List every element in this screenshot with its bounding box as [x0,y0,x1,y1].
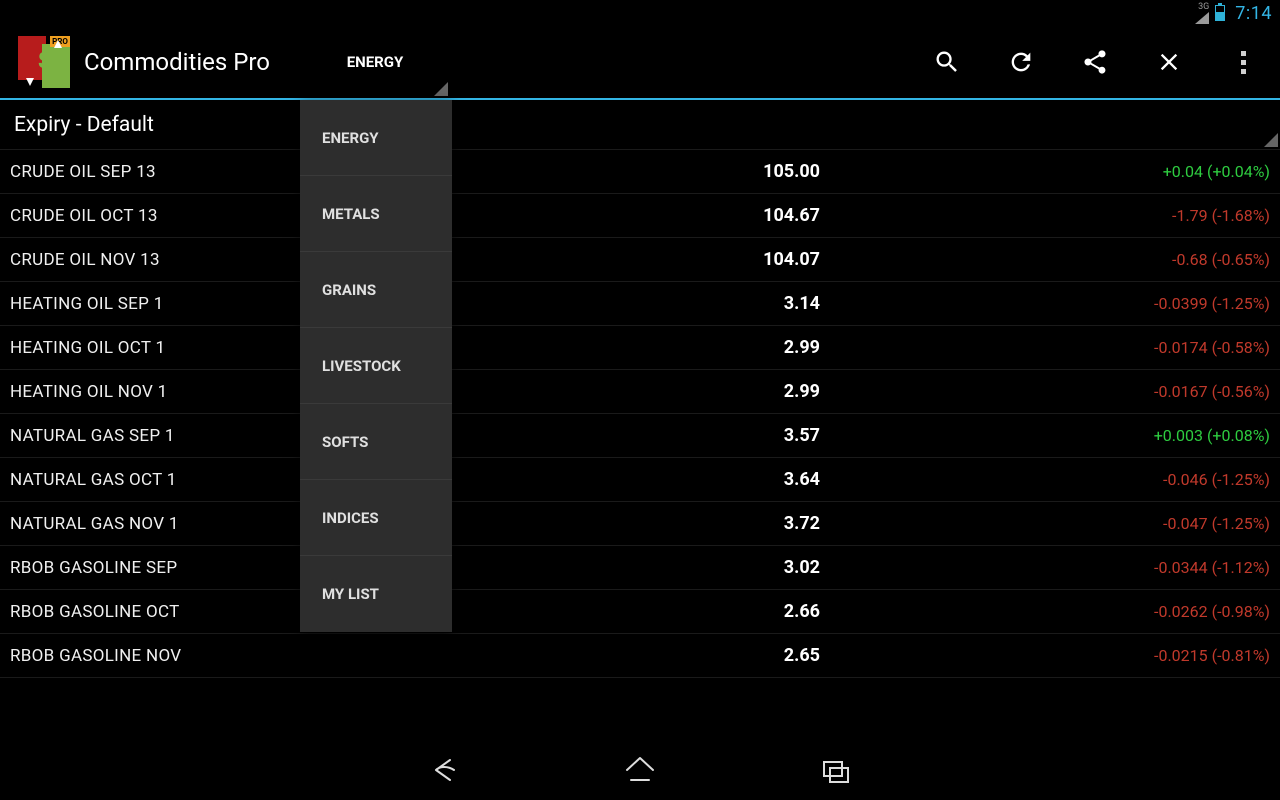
share-icon [1081,48,1109,76]
dropdown-item[interactable]: METALS [300,176,452,252]
app-title: Commodities Pro [84,48,270,76]
commodity-row[interactable]: NATURAL GAS OCT 13.64-0.046 (-1.25%) [0,458,1280,502]
commodity-list: CRUDE OIL SEP 13105.00+0.04 (+0.04%)CRUD… [0,150,1280,678]
search-icon [933,48,961,76]
commodity-change: -0.0399 (-1.25%) [820,294,1280,313]
svg-text:$: $ [38,49,51,74]
commodity-row[interactable]: CRUDE OIL NOV 13104.07-0.68 (-0.65%) [0,238,1280,282]
expiry-spinner[interactable]: Expiry - Default [0,100,1280,150]
close-icon [1155,48,1183,76]
network-label: 3G [1198,3,1209,12]
dropdown-item[interactable]: GRAINS [300,252,452,328]
commodity-price: 2.66 [520,601,820,622]
category-spinner[interactable]: ENERGY [300,26,450,98]
home-icon [622,752,658,788]
close-button[interactable] [1132,26,1206,98]
search-button[interactable] [910,26,984,98]
commodity-price: 3.14 [520,293,820,314]
commodity-row[interactable]: RBOB GASOLINE SEP3.02-0.0344 (-1.12%) [0,546,1280,590]
dropdown-item[interactable]: ENERGY [300,100,452,176]
commodity-row[interactable]: NATURAL GAS SEP 13.57+0.003 (+0.08%) [0,414,1280,458]
commodity-row[interactable]: CRUDE OIL SEP 13105.00+0.04 (+0.04%) [0,150,1280,194]
commodity-change: -0.0215 (-0.81%) [820,646,1280,665]
commodity-row[interactable]: HEATING OIL OCT 12.99-0.0174 (-0.58%) [0,326,1280,370]
commodity-price: 2.99 [520,381,820,402]
commodity-row[interactable]: NATURAL GAS NOV 13.72-0.047 (-1.25%) [0,502,1280,546]
commodity-change: -0.68 (-0.65%) [820,250,1280,269]
dropdown-item[interactable]: MY LIST [300,556,452,632]
commodity-price: 105.00 [520,161,820,182]
commodity-change: +0.04 (+0.04%) [820,162,1280,181]
commodity-change: -0.0174 (-0.58%) [820,338,1280,357]
commodity-price: 2.65 [520,645,820,666]
battery-icon [1215,5,1225,21]
commodity-price: 3.02 [520,557,820,578]
refresh-icon [1007,48,1035,76]
commodity-change: -0.0344 (-1.12%) [820,558,1280,577]
app-icon: PRO $ [12,30,76,94]
share-button[interactable] [1058,26,1132,98]
network-indicator: 3G [1195,3,1209,24]
dropdown-item[interactable]: LIVESTOCK [300,328,452,404]
home-button[interactable] [622,752,658,792]
overflow-menu-button[interactable] [1206,26,1280,98]
spinner-indicator-icon [434,82,448,96]
dropdown-item[interactable]: INDICES [300,480,452,556]
clock: 7:14 [1235,3,1272,24]
commodity-price: 104.07 [520,249,820,270]
expiry-label: Expiry - Default [14,113,154,137]
signal-icon [1195,12,1209,24]
category-spinner-label: ENERGY [347,53,404,71]
commodity-price: 3.64 [520,469,820,490]
recents-button[interactable] [818,752,854,792]
commodity-change: -0.046 (-1.25%) [820,470,1280,489]
commodity-change: -0.0167 (-0.56%) [820,382,1280,401]
commodity-row[interactable]: HEATING OIL NOV 12.99-0.0167 (-0.56%) [0,370,1280,414]
back-button[interactable] [426,752,462,792]
app-home[interactable]: PRO $ Commodities Pro [0,26,300,98]
commodity-price: 3.72 [520,513,820,534]
commodity-name: RBOB GASOLINE NOV [0,646,520,666]
commodity-price: 2.99 [520,337,820,358]
system-nav-bar [0,744,1280,800]
overflow-icon [1241,51,1246,74]
back-icon [426,752,462,788]
action-bar: PRO $ Commodities Pro ENERGY [0,26,1280,100]
commodity-row[interactable]: RBOB GASOLINE OCT2.66-0.0262 (-0.98%) [0,590,1280,634]
commodity-row[interactable]: CRUDE OIL OCT 13104.67-1.79 (-1.68%) [0,194,1280,238]
commodity-change: -0.0262 (-0.98%) [820,602,1280,621]
refresh-button[interactable] [984,26,1058,98]
spinner-indicator-icon [1264,133,1278,147]
commodity-price: 3.57 [520,425,820,446]
commodity-change: -1.79 (-1.68%) [820,206,1280,225]
commodity-price: 104.67 [520,205,820,226]
recents-icon [818,752,854,788]
commodity-change: +0.003 (+0.08%) [820,426,1280,445]
commodity-change: -0.047 (-1.25%) [820,514,1280,533]
category-dropdown: ENERGYMETALSGRAINSLIVESTOCKSOFTSINDICESM… [300,100,452,632]
commodity-row[interactable]: HEATING OIL SEP 13.14-0.0399 (-1.25%) [0,282,1280,326]
dropdown-item[interactable]: SOFTS [300,404,452,480]
commodity-row[interactable]: RBOB GASOLINE NOV2.65-0.0215 (-0.81%) [0,634,1280,678]
status-bar: 3G 7:14 [0,0,1280,26]
